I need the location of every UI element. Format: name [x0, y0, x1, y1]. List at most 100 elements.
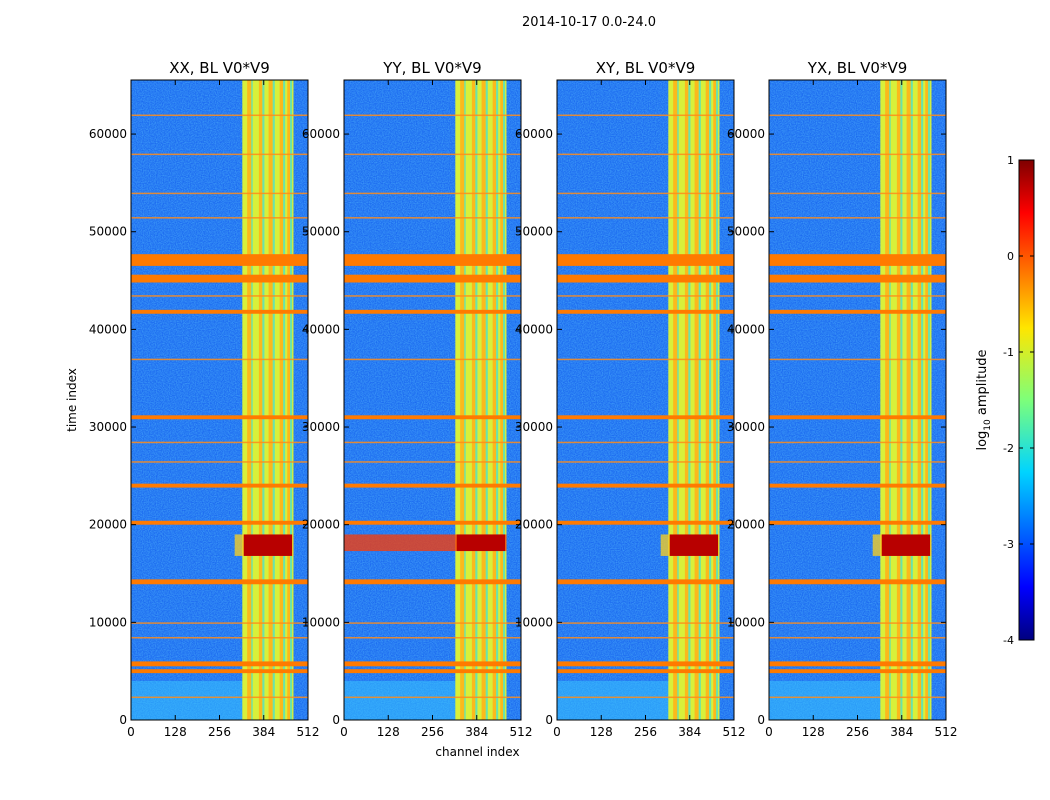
x-tick-label: 0	[765, 725, 773, 739]
panel-2: YY, BL V0*V9 0 128 256 384 512 0 10000 20000 3000…	[302, 59, 533, 759]
flagged-line-6	[344, 358, 521, 361]
rfi-column-5	[287, 80, 291, 720]
y-tick-label: 40000	[89, 322, 127, 336]
flagged-band-5	[769, 483, 946, 488]
y-tick-label: 60000	[302, 127, 340, 141]
flagged-line-6	[557, 358, 734, 361]
panels: XX, BL V0*V9 0 128 256 384 512 0 10000 20000 3000…	[65, 59, 957, 759]
x-tick-label: 384	[465, 725, 488, 739]
x-tick-label: 128	[802, 725, 825, 739]
x-tick-label: 256	[634, 725, 657, 739]
colorbar: 1 0 -1 -2 -3 -4 log10 amplitude	[975, 154, 1035, 647]
x-tick-label: 384	[890, 725, 913, 739]
flagged-band-7	[131, 579, 308, 585]
x-tick-label: 256	[421, 725, 444, 739]
flagged-line-1	[131, 114, 308, 117]
flagged-band-3	[344, 309, 521, 314]
flagged-band-6	[557, 520, 734, 525]
rfi-gap-4	[921, 80, 924, 720]
flagged-band-9	[131, 669, 308, 674]
flagged-line-4	[769, 217, 946, 219]
flagged-line-4	[344, 217, 521, 219]
flagged-band-4	[131, 415, 308, 420]
x-tick-label: 512	[935, 725, 958, 739]
flagged-line-1	[769, 114, 946, 117]
flagged-line-3	[557, 192, 734, 195]
x-tick-label: 128	[590, 725, 613, 739]
rfi-gap-2	[262, 80, 265, 720]
flagged-band-5	[131, 483, 308, 488]
rfi-gap-2	[475, 80, 478, 720]
y-tick-label: 50000	[515, 225, 553, 239]
rfi-gap-3	[698, 80, 701, 720]
flagged-line-9	[131, 622, 308, 624]
y-tick-label: 20000	[89, 518, 127, 532]
y-tick-label: 50000	[302, 225, 340, 239]
flagged-line-7	[557, 441, 734, 444]
flagged-line-4	[557, 217, 734, 219]
rfi-column-1	[247, 80, 252, 720]
x-tick-label: 0	[127, 725, 135, 739]
rfi-column-3	[481, 80, 486, 720]
flagged-band-9	[557, 669, 734, 674]
rfi-column-5	[713, 80, 717, 720]
x-tick-label: 384	[678, 725, 701, 739]
colorbar-tick-label: -3	[1003, 538, 1014, 551]
flagged-band-7	[557, 579, 734, 585]
flagged-band-2	[557, 274, 734, 283]
y-tick-label: 20000	[302, 518, 340, 532]
rfi-column-4	[279, 80, 284, 720]
rfi-column-1	[673, 80, 678, 720]
colorbar-ticks: 1 0 -1 -2 -3 -4	[1003, 154, 1034, 647]
flagged-band-3	[769, 309, 946, 314]
low-time-haze	[557, 680, 675, 720]
flagged-line-6	[769, 358, 946, 361]
flagged-band-8	[557, 661, 734, 667]
flagged-line-9	[769, 622, 946, 624]
x-tick-label: 0	[340, 725, 348, 739]
flagged-band-3	[557, 309, 734, 314]
rfi-column-5	[925, 80, 929, 720]
y-axis-label: time index	[65, 368, 79, 432]
colorbar-tick-label: 1	[1007, 154, 1014, 167]
flagged-band-7	[769, 579, 946, 585]
y-tick-label: 0	[757, 713, 765, 727]
flagged-band-7	[344, 579, 521, 585]
low-time-haze	[131, 680, 249, 720]
rfi-gap-1	[464, 80, 466, 720]
flagged-line-2	[131, 153, 308, 156]
y-tick-label: 30000	[89, 420, 127, 434]
flagged-band-1	[344, 254, 521, 266]
flagged-band-6	[131, 520, 308, 525]
flagged-line-1	[344, 114, 521, 117]
x-tick-label: 0	[553, 725, 561, 739]
flagged-line-8	[557, 461, 734, 463]
colorbar-tick-label: -1	[1003, 346, 1014, 359]
rfi-gap-4	[496, 80, 499, 720]
flagged-line-2	[557, 153, 734, 156]
low-time-haze	[769, 680, 887, 720]
flagged-band-3	[131, 309, 308, 314]
y-tick-label: 30000	[727, 420, 765, 434]
flagged-line-5	[344, 295, 521, 297]
rfi-gap-1	[889, 80, 891, 720]
flagged-band-8	[769, 661, 946, 667]
x-tick-label: 512	[297, 725, 320, 739]
low-time-haze	[344, 680, 462, 720]
flagged-line-6	[131, 358, 308, 361]
rfi-column-5	[500, 80, 504, 720]
flagged-line-10	[557, 636, 734, 639]
colorbar-tick-label: 0	[1007, 250, 1014, 263]
flagged-band-1	[769, 254, 946, 266]
colorbar-label: log10 amplitude	[975, 349, 993, 450]
y-tick-label: 10000	[515, 615, 553, 629]
y-tick-label: 10000	[302, 615, 340, 629]
flagged-line-9	[557, 622, 734, 624]
rfi-column-2	[896, 80, 901, 720]
panel-4: YX, BL V0*V9 0 128 256 384 512 0 10000 20000 3000…	[727, 59, 958, 739]
flagged-band-5	[557, 483, 734, 488]
panel-title: XY, BL V0*V9	[596, 59, 696, 77]
figure-suptitle: 2014-10-17 0.0-24.0	[522, 15, 656, 30]
flagged-line-11	[131, 696, 308, 699]
